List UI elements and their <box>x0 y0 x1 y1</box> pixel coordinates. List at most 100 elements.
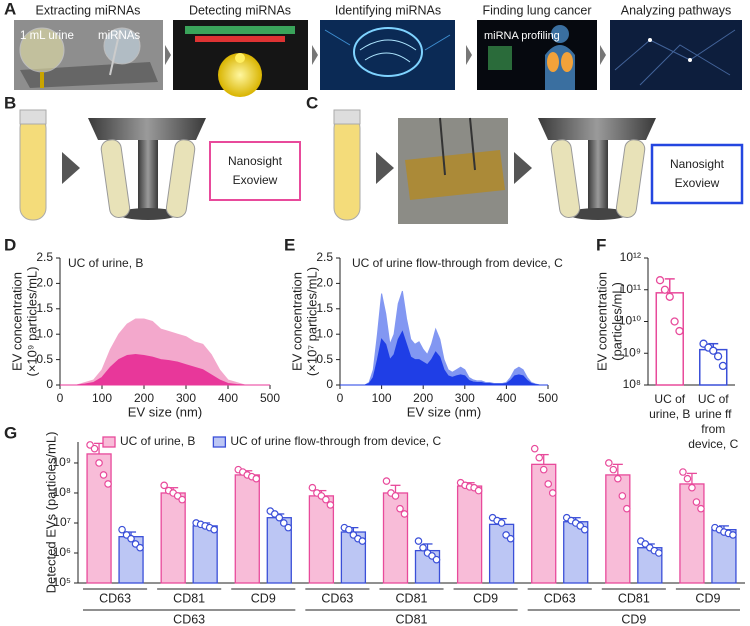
data-point <box>609 465 618 474</box>
x-tick-label: urine, B <box>649 407 690 421</box>
image-lung: miRNA profiling <box>477 20 597 90</box>
x-tick-label: 0 <box>337 391 344 405</box>
y-tick-label: 10⁷ <box>53 515 71 529</box>
y-tick-label: 10⁹ <box>623 345 642 359</box>
y-tick-label: 0 <box>326 377 333 391</box>
data-point <box>713 352 723 361</box>
group-label: CD63 <box>173 612 205 626</box>
y-axis-label: EV concentration <box>9 272 24 371</box>
annotation: 1 mL urine <box>20 30 74 42</box>
legend-label: UC of urine flow-through from device, C <box>230 434 441 448</box>
y-tick-label: 1.5 <box>316 301 333 315</box>
data-point <box>709 346 718 355</box>
x-tick-label: urine ff <box>695 407 732 421</box>
data-point <box>322 495 330 504</box>
data-point <box>679 468 687 476</box>
x-tick-label: CD81 <box>396 591 428 605</box>
panel-label: F <box>596 235 606 254</box>
y-tick-label: 0.5 <box>316 352 333 366</box>
arrow <box>165 45 171 65</box>
y-axis-label: (particles/mL) <box>609 282 624 361</box>
data-point <box>136 543 144 552</box>
arrow <box>62 152 80 184</box>
data-point <box>160 481 168 490</box>
arrow <box>466 45 472 65</box>
x-tick-label: 100 <box>372 391 392 405</box>
arrow <box>376 152 394 184</box>
y-tick-label: 0.5 <box>36 352 53 366</box>
data-point <box>118 525 126 534</box>
data-point <box>127 534 135 543</box>
image-tube <box>19 109 47 221</box>
step-title: Finding lung cancer <box>482 3 591 17</box>
panel-label: C <box>306 93 318 112</box>
y-tick-label: 1.0 <box>36 326 53 340</box>
area <box>340 330 548 386</box>
data-point <box>506 534 515 543</box>
data-point <box>382 477 391 485</box>
panel-label: G <box>4 423 17 442</box>
data-point <box>614 474 622 483</box>
x-tick-label: 300 <box>455 391 475 405</box>
step-title: Detecting miRNAs <box>189 3 291 17</box>
group-label: CD9 <box>621 612 646 626</box>
data-point <box>210 525 218 534</box>
data-point <box>688 483 696 492</box>
x-tick-label: 400 <box>218 391 238 405</box>
data-point <box>530 444 539 453</box>
bar <box>605 474 631 584</box>
panel-label: E <box>284 235 295 254</box>
data-point <box>548 489 557 497</box>
data-point <box>605 459 613 467</box>
y-axis-label: EV concentration <box>289 272 304 371</box>
x-tick-label: CD81 <box>618 591 650 605</box>
box-text: Nanosight <box>228 154 283 168</box>
data-point <box>178 495 186 504</box>
panel-label: D <box>4 235 16 254</box>
x-axis-label: EV size (nm) <box>407 404 481 419</box>
bar <box>192 525 218 584</box>
y-tick-label: 10¹⁰ <box>619 314 641 328</box>
x-tick-label: 400 <box>496 391 516 405</box>
bar <box>531 463 557 584</box>
data-point <box>432 555 441 564</box>
arrow <box>600 45 606 65</box>
x-tick-label: UC of <box>654 392 685 406</box>
data-point <box>308 483 317 492</box>
data-point <box>670 317 679 326</box>
data-point <box>718 361 728 371</box>
data-point <box>697 504 705 513</box>
image-centrifuge <box>538 118 656 220</box>
x-tick-label: 500 <box>538 391 558 405</box>
step-title: Analyzing pathways <box>621 3 731 17</box>
data-point <box>279 519 288 527</box>
data-point <box>90 444 99 453</box>
x-tick-label: 300 <box>176 391 196 405</box>
box-text: Exoview <box>233 173 278 187</box>
data-point <box>580 525 589 534</box>
x-tick-label: 0 <box>57 391 64 405</box>
bar <box>86 453 112 584</box>
y-tick-label: 10⁶ <box>53 545 71 559</box>
data-point <box>655 276 665 285</box>
step-title: Identifying miRNAs <box>335 3 441 17</box>
y-tick-label: 2.5 <box>36 250 53 264</box>
y-tick-label: 1.5 <box>36 301 53 315</box>
data-point <box>95 459 103 467</box>
image-centrifuge <box>88 118 206 220</box>
image-pathways <box>610 20 742 90</box>
data-point <box>396 504 404 513</box>
step-title: Extracting miRNAs <box>36 3 141 17</box>
data-point <box>655 549 663 557</box>
annotation: miRNAs <box>98 30 140 42</box>
image-device <box>398 117 508 224</box>
data-point <box>391 492 400 500</box>
data-point <box>497 519 506 527</box>
panel-label: B <box>4 93 16 112</box>
y-tick-label: 0 <box>46 377 53 391</box>
data-point <box>400 510 409 518</box>
y-tick-label: 2.5 <box>316 250 333 264</box>
data-point <box>358 537 367 545</box>
x-tick-label: CD63 <box>544 591 576 605</box>
